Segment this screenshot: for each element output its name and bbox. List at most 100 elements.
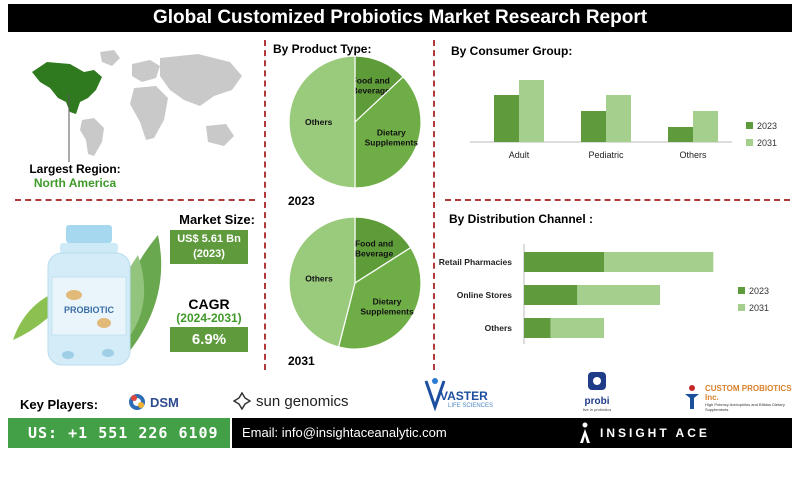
bar-pediatric-2023: [581, 111, 606, 142]
bar-others-2023: [668, 127, 693, 142]
vaster-logo: VASTER LIFE SCIENCES: [424, 377, 504, 415]
pie-label-dietary-supplements: Dietary Supplements: [365, 128, 419, 148]
bottle-label-text: PROBIOTIC: [64, 305, 115, 315]
market-size-label: Market Size:: [179, 212, 255, 227]
map-australia: [206, 124, 234, 146]
y-tick-label: Retail Pharmacies: [439, 257, 513, 267]
largest-region: Largest Region: North America: [15, 162, 135, 190]
probi-icon: [588, 372, 606, 390]
pie-2031-year: 2031: [288, 354, 315, 368]
probi-logo: probi live in probiotics: [577, 370, 617, 415]
pie-slice-others: [288, 55, 356, 189]
map-europe: [132, 60, 160, 82]
pie-label-food-and-beverage: Food and Beverage: [352, 76, 391, 96]
world-map: [32, 50, 242, 162]
sun-genomics-text: sun genomics: [256, 392, 349, 410]
pie-slice-dietary-supplements: [354, 75, 422, 189]
vaster-icon: [424, 378, 446, 411]
map-africa: [130, 86, 168, 140]
pie-slice-others: [288, 216, 356, 348]
pill: [97, 318, 111, 328]
y-tick-label: Others: [485, 323, 513, 333]
bar-online-stores-2023: [524, 285, 578, 305]
dsm-icon: [129, 394, 145, 410]
dsm-logo: DSM: [127, 390, 179, 414]
pie-2023-year: 2023: [288, 194, 315, 208]
legend-label-2023: 2023: [757, 121, 777, 131]
bar-adult-2031: [519, 80, 544, 142]
bar-online-stores-2031: [577, 285, 660, 305]
custom-probiotics-sub-text: High Potency Acidophilus and Bifidus Die…: [705, 402, 785, 412]
probi-sub-text: live in probiotics: [582, 407, 612, 412]
pie-label-others: Others: [305, 273, 333, 283]
custom-probiotics-icon: [685, 385, 699, 409]
bar-adult-2023: [494, 95, 519, 142]
cagr-label: CAGR: [188, 296, 230, 312]
legend-swatch-2031: [738, 304, 745, 311]
distribution-channel-chart: Retail Pharmacies Online Stores Others 2023…: [439, 244, 769, 344]
phone-number[interactable]: US: +1 551 226 6109: [8, 418, 230, 448]
bottle-neck: [60, 243, 118, 253]
bar-others-2023: [524, 318, 551, 338]
cagr-period: (2024-2031): [176, 311, 242, 325]
probi-text: probi: [584, 396, 610, 407]
market-size-box: US$ 5.61 Bn (2023): [170, 230, 248, 264]
bar-others-2031: [550, 318, 604, 338]
sun-genomics-logo: sun genomics: [233, 389, 349, 413]
bar-retail-pharmacies-2031: [604, 252, 714, 272]
largest-region-value: North America: [33, 176, 117, 190]
legend-label-2031: 2031: [757, 138, 777, 148]
bottle-label: [51, 276, 127, 336]
custom-probiotics-text: CUSTOM PROBIOTICS Inc.: [705, 384, 792, 402]
y-tick-label: Online Stores: [457, 290, 513, 300]
sun-genomics-icon: [233, 392, 251, 410]
market-size-year: (2023): [193, 248, 225, 260]
consumer-group-chart: Adult Pediatric Others 2023 2031: [470, 80, 777, 160]
report-title: Global Customized Probiotics Market Rese…: [8, 4, 792, 32]
x-tick-label: Adult: [509, 150, 530, 160]
cagr-value: 6.9%: [170, 327, 248, 352]
divider-right-h: [445, 199, 790, 201]
divider-left-h: [15, 199, 255, 201]
pie-label-others: Others: [305, 117, 333, 127]
pill: [102, 349, 114, 357]
email-address[interactable]: Email: info@insightaceanalytic.com: [242, 425, 447, 440]
map-south-america: [80, 118, 104, 156]
vaster-text: VASTER: [440, 389, 488, 403]
legend-swatch-2031: [746, 139, 753, 146]
pie-slice-food-and-beverage: [354, 216, 412, 285]
legend-label-2023: 2023: [749, 286, 769, 296]
pie-label-dietary-supplements: Dietary Supplements: [360, 296, 414, 316]
legend-swatch-2023: [746, 122, 753, 129]
brand-name: INSIGHT ACE ANALYTIC: [600, 426, 710, 470]
pie-slice-dietary-supplements: [337, 246, 422, 350]
vaster-sub-text: LIFE SCIENCES: [448, 403, 494, 409]
divider-mid: [433, 40, 435, 370]
map-north-america: [32, 62, 102, 114]
footer-bar: Email: info@insightaceanalytic.com INSIG…: [232, 418, 792, 470]
market-size-value: US$ 5.61 Bn: [177, 233, 241, 245]
pie-label-food-and-beverage: Food and Beverage: [355, 238, 394, 258]
key-players-label: Key Players:: [20, 397, 99, 412]
pill: [66, 290, 82, 300]
distribution-channel-title: By Distribution Channel :: [449, 212, 593, 226]
bottle-cap: [66, 225, 112, 243]
divider-left: [264, 40, 266, 370]
consumer-group-title: By Consumer Group:: [451, 44, 573, 58]
bar-pediatric-2031: [606, 95, 631, 142]
insight-ace-icon: [580, 422, 590, 443]
dsm-text: DSM: [150, 394, 179, 410]
product-type-title: By Product Type:: [273, 42, 372, 56]
map-greenland: [100, 50, 120, 66]
pill: [62, 351, 74, 359]
bar-retail-pharmacies-2023: [524, 252, 604, 272]
largest-region-label: Largest Region:: [29, 162, 121, 176]
pie-chart-2031: Food and Beverage Dietary Supplements Others: [288, 216, 422, 350]
x-tick-label: Others: [679, 150, 707, 160]
legend-swatch-2023: [738, 287, 745, 294]
custom-probiotics-logo: CUSTOM PROBIOTICS Inc. High Potency Acid…: [683, 384, 793, 414]
x-tick-label: Pediatric: [588, 150, 624, 160]
pie-chart-2023: Food and Beverage Dietary Supplements Others: [288, 55, 422, 189]
probiotic-bottle-illustration: PROBIOTIC: [13, 225, 162, 366]
legend-label-2031: 2031: [749, 303, 769, 313]
